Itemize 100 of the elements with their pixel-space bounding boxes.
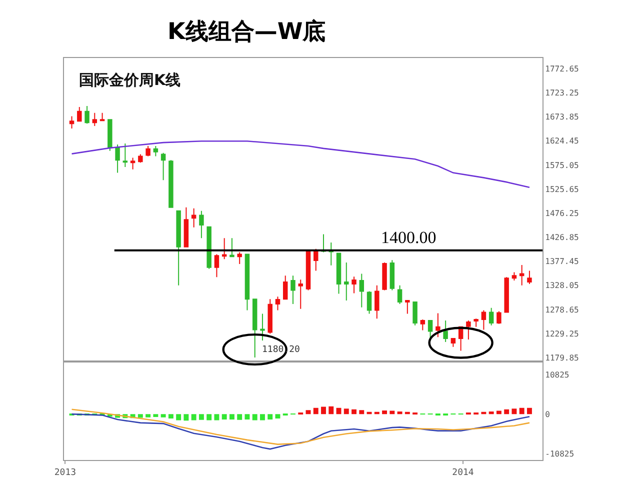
- candlestick: [84, 106, 90, 124]
- bar: [404, 412, 410, 414]
- candlestick: [184, 206, 189, 248]
- bar: [268, 414, 273, 420]
- candlestick: [130, 157, 136, 170]
- bar: [344, 408, 349, 414]
- x-tick-label: 2014: [452, 468, 474, 478]
- bar: [390, 410, 395, 414]
- candlestick: [244, 254, 250, 311]
- bar: [306, 410, 311, 414]
- candlestick: [160, 152, 166, 181]
- bar: [397, 412, 402, 414]
- candlestick: [412, 301, 418, 326]
- bar: [229, 414, 234, 420]
- bar: [321, 406, 326, 414]
- candlestick: [382, 262, 387, 291]
- candlestick: [176, 210, 181, 286]
- bar: [198, 414, 204, 420]
- y-tick-label: 1229.25: [545, 329, 580, 338]
- candlestick: [436, 312, 440, 338]
- candlestick: [527, 270, 532, 284]
- candlestick: [374, 284, 380, 320]
- y-tick-label: 1377.45: [545, 257, 580, 266]
- bar: [504, 409, 510, 414]
- candlestick: [206, 226, 212, 270]
- candlestick: [222, 238, 227, 260]
- bar: [260, 414, 265, 420]
- bar: [496, 410, 502, 414]
- candlestick: [153, 146, 158, 157]
- bar: [146, 414, 151, 418]
- bar: [138, 414, 143, 418]
- bar: [313, 408, 318, 414]
- line-series: [71, 140, 530, 188]
- candlestick: [474, 318, 478, 328]
- candlestick: [237, 252, 242, 264]
- candlestick: [138, 154, 143, 164]
- candlestick: [420, 319, 426, 331]
- text: 国际金价周K线: [79, 71, 181, 89]
- candlestick: [191, 208, 196, 228]
- candlestick: [390, 260, 395, 291]
- candlestick: [496, 310, 502, 324]
- bar: [481, 412, 486, 414]
- bar: [488, 412, 494, 414]
- y-tick-label: 1772.65: [545, 64, 580, 74]
- bar: [526, 408, 532, 414]
- line-series: [71, 413, 530, 450]
- y-tick-label: -10825: [545, 449, 574, 458]
- chart-title: K线组合—W底: [168, 18, 326, 46]
- candlestick: [366, 290, 372, 314]
- bar: [352, 409, 356, 414]
- candlestick: [146, 146, 150, 157]
- bar: [275, 414, 280, 418]
- candlestick: [488, 307, 494, 326]
- candlestick: [328, 242, 334, 266]
- candlestick: [336, 252, 342, 294]
- bar: [359, 410, 364, 414]
- candlestick: [108, 119, 112, 152]
- y-tick-label: 1179.85: [545, 353, 580, 362]
- bar: [153, 414, 158, 417]
- candlestick: [450, 338, 456, 348]
- candlestick: [359, 273, 364, 308]
- candlestick: [504, 276, 509, 314]
- bar: [512, 408, 517, 414]
- candlestick: [397, 284, 402, 304]
- y-tick-label: 1673.85: [545, 112, 580, 122]
- candlestick: [352, 276, 356, 294]
- bar: [168, 414, 174, 418]
- y-tick-label: 1278.65: [545, 305, 580, 314]
- candlestick: [306, 250, 311, 291]
- bar: [237, 414, 242, 420]
- candlestick: [298, 279, 303, 310]
- y-tick-label: 0: [545, 410, 550, 419]
- candlestick: [260, 313, 265, 342]
- candlestick: [290, 275, 296, 304]
- candlestick: [199, 210, 204, 239]
- y-tick-label: 1476.25: [545, 208, 580, 218]
- x-tick-label: 2013: [54, 468, 76, 478]
- ref-line-label: 1400.00: [381, 228, 436, 247]
- y-tick-label: 10825: [545, 370, 570, 380]
- bar: [206, 414, 212, 420]
- bar: [382, 410, 388, 414]
- candlestick: [100, 112, 105, 122]
- candlestick: [443, 320, 448, 342]
- candlestick: [512, 272, 517, 282]
- candlestick: [275, 296, 280, 311]
- candlestick: [122, 143, 128, 168]
- candlestick: [92, 112, 98, 127]
- candlestick: [77, 106, 82, 122]
- candlestick: [252, 298, 258, 358]
- candlestick: [405, 300, 410, 314]
- bar: [222, 414, 227, 420]
- candlestick: [344, 262, 349, 302]
- candlestick: [69, 116, 74, 129]
- y-tick-label: 1328.05: [545, 281, 580, 290]
- bar: [366, 412, 372, 414]
- candlestick: [282, 275, 288, 300]
- line-series: [71, 408, 530, 445]
- bar: [176, 414, 182, 420]
- bar: [160, 414, 166, 418]
- y-tick-label: 1723.25: [545, 88, 580, 98]
